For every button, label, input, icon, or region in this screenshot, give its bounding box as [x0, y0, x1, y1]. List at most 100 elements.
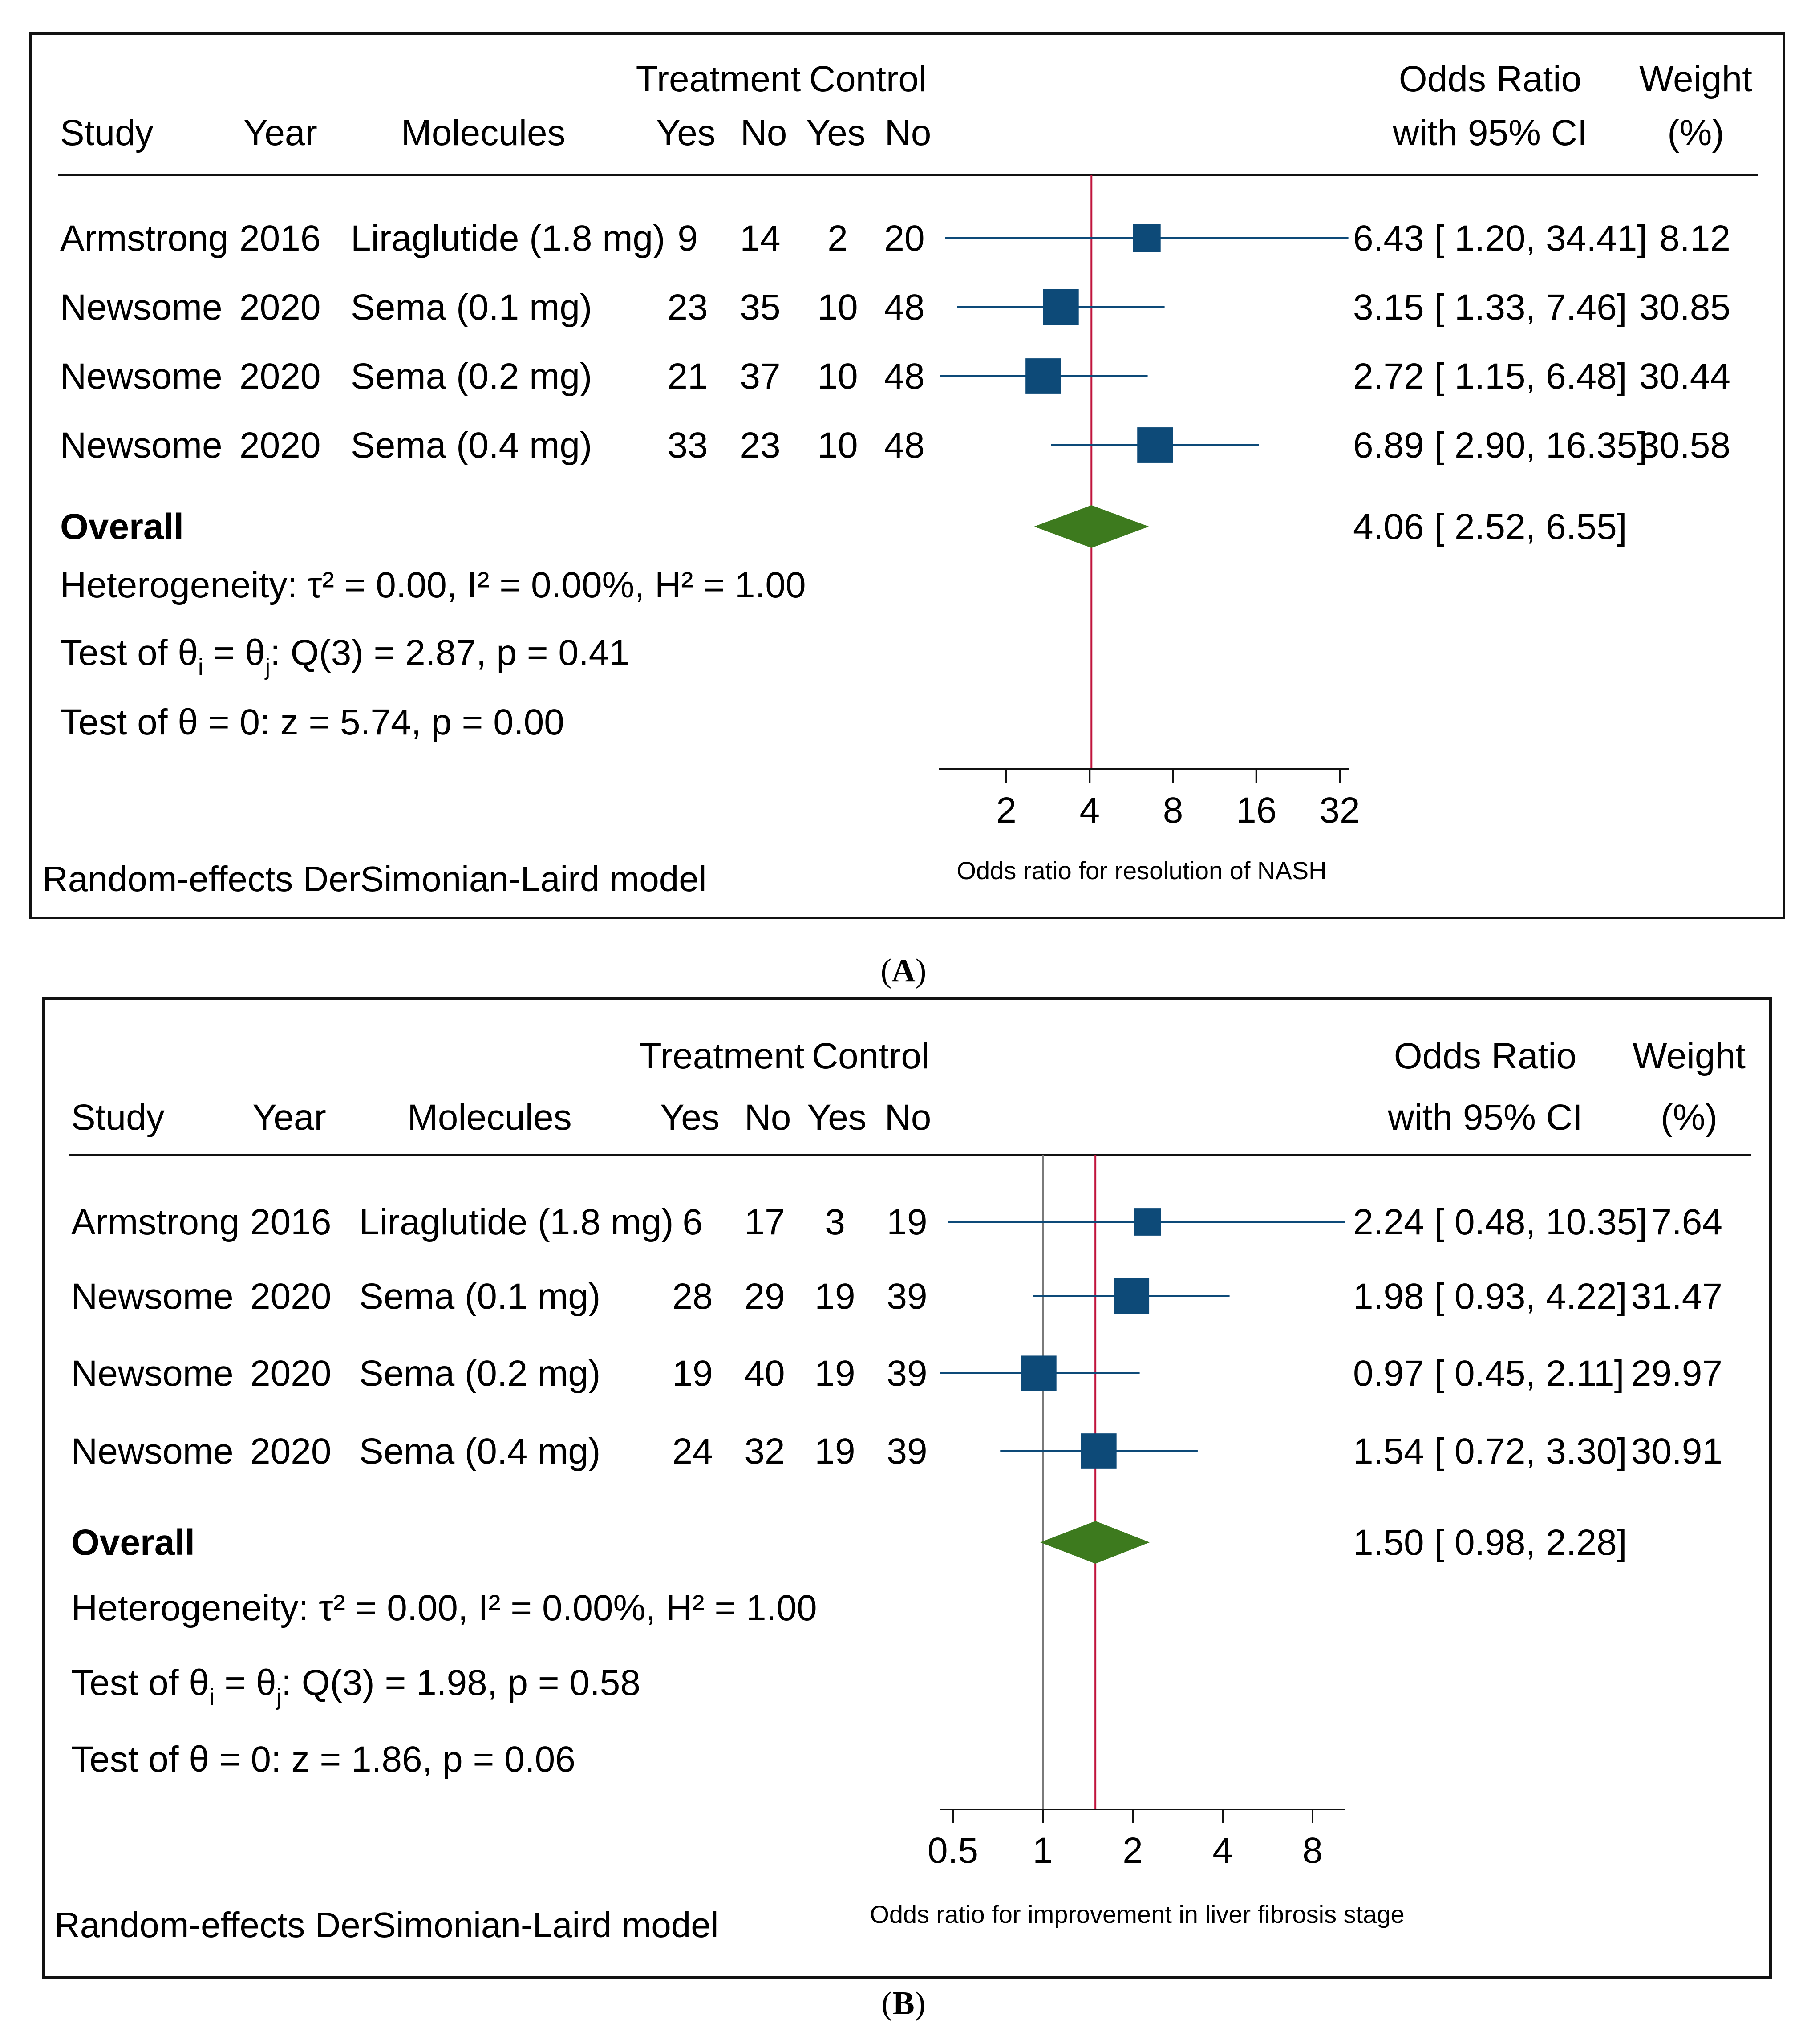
- study-name: Armstrong: [60, 218, 228, 259]
- header-treatment-yes: Yes: [660, 1097, 720, 1138]
- study-molecule: Sema (0.4 mg): [359, 1431, 600, 1472]
- effect-size-marker: [1043, 289, 1079, 325]
- control-yes-count: 10: [817, 287, 858, 328]
- x-axis-tick-label: 4: [1212, 1830, 1233, 1871]
- x-axis-tick-label: 4: [1079, 790, 1100, 831]
- header-year: Year: [252, 1097, 326, 1138]
- study-year: 2016: [250, 1202, 331, 1242]
- header-treatment: Treatment: [640, 1036, 805, 1076]
- header-study: Study: [71, 1097, 165, 1138]
- treatment-no-count: 32: [744, 1431, 785, 1472]
- study-molecule: Sema (0.4 mg): [351, 425, 592, 466]
- overall-label: Overall: [60, 507, 184, 547]
- header-year: Year: [243, 113, 317, 153]
- odds-ratio-ci-text: 2.24 [ 0.48, 10.35]: [1353, 1202, 1647, 1242]
- treatment-yes-count: 9: [677, 218, 698, 259]
- test-q-sub-i: i: [209, 1684, 215, 1710]
- control-yes-count: 2: [827, 218, 848, 259]
- study-weight: 8.12: [1659, 218, 1730, 259]
- study-molecule: Sema (0.2 mg): [359, 1353, 600, 1394]
- x-axis-tick-label: 2: [996, 790, 1017, 831]
- study-row: Newsome 2020 Sema (0.2 mg) 21 37 10 48 2.72 [ 1…: [60, 356, 1730, 397]
- test-overall-effect: Test of θ = 0: z = 1.86, p = 0.06: [71, 1739, 575, 1780]
- odds-ratio-ci-text: 2.72 [ 1.15, 6.48]: [1353, 356, 1627, 397]
- treatment-no-count: 35: [740, 287, 780, 328]
- study-row: Newsome 2020 Sema (0.2 mg) 19 40 19 39 0.97 [ 0…: [71, 1353, 1722, 1394]
- header-treatment: Treatment: [636, 59, 801, 99]
- header-odds-ratio: Odds Ratio: [1399, 59, 1581, 99]
- header-weight-unit: (%): [1667, 113, 1724, 153]
- effect-size-marker: [1114, 1278, 1150, 1314]
- test-q-suffix: : Q(3) = 2.87, p = 0.41: [270, 633, 629, 673]
- study-year: 2020: [239, 287, 320, 328]
- x-axis-label: Odds ratio for resolution of NASH: [956, 856, 1326, 884]
- study-year: 2020: [239, 356, 320, 397]
- test-q-prefix: Test of θ: [71, 1663, 209, 1703]
- test-q-mid: = θ: [203, 633, 265, 673]
- header-treatment-yes: Yes: [656, 113, 716, 153]
- control-yes-count: 10: [817, 425, 858, 466]
- x-axis-tick-label: 8: [1302, 1830, 1323, 1871]
- header-molecules: Molecules: [401, 113, 565, 153]
- header-ci: with 95% CI: [1392, 113, 1588, 153]
- study-row: Armstrong 2016 Liraglutide (1.8 mg) 9 14 2 20 6…: [60, 218, 1730, 259]
- control-yes-count: 10: [817, 356, 858, 397]
- x-axis-tick-label: 8: [1163, 790, 1183, 831]
- treatment-yes-count: 24: [672, 1431, 713, 1472]
- treatment-no-count: 23: [740, 425, 780, 466]
- treatment-no-count: 17: [744, 1202, 785, 1242]
- study-weight: 30.44: [1639, 356, 1730, 397]
- test-equal-effects: Test of θi = θj: Q(3) = 2.87, p = 0.41: [60, 633, 629, 680]
- x-axis-tick-label: 16: [1236, 790, 1276, 831]
- study-weight: 30.85: [1639, 287, 1730, 328]
- control-no-count: 39: [887, 1276, 927, 1317]
- odds-ratio-ci-text: 1.98 [ 0.93, 4.22]: [1353, 1276, 1627, 1317]
- header-control: Control: [809, 59, 927, 99]
- x-axis-tick-label: 2: [1122, 1830, 1143, 1871]
- x-axis-tick-label: 32: [1319, 790, 1360, 831]
- test-equal-effects: Test of θi = θj: Q(3) = 1.98, p = 0.58: [71, 1663, 640, 1710]
- treatment-no-count: 29: [744, 1276, 785, 1317]
- study-name: Newsome: [60, 356, 223, 397]
- treatment-no-count: 40: [744, 1353, 785, 1394]
- study-weight: 29.97: [1631, 1353, 1722, 1394]
- panel-frame: [42, 997, 1772, 1979]
- control-yes-count: 19: [814, 1353, 855, 1394]
- odds-ratio-ci-text: 3.15 [ 1.33, 7.46]: [1353, 287, 1627, 328]
- panel-label: (A): [881, 953, 927, 989]
- panel-b: Treatment Control Odds Ratio Weight Study Yea…: [42, 997, 1772, 2022]
- odds-ratio-ci-text: 6.43 [ 1.20, 34.41]: [1353, 218, 1647, 259]
- test-q-mid: = θ: [215, 1663, 276, 1703]
- study-name: Newsome: [71, 1431, 234, 1472]
- test-q-prefix: Test of θ: [60, 633, 198, 673]
- header-ci: with 95% CI: [1387, 1097, 1583, 1138]
- header-treatment-no: No: [741, 113, 787, 153]
- header-control-yes: Yes: [807, 1097, 867, 1138]
- panel-a: Treatment Control Odds Ratio Weight Study Yea…: [29, 32, 1785, 989]
- study-row: Newsome 2020 Sema (0.4 mg) 33 23 10 48 6.89 [ 2…: [60, 425, 1730, 466]
- study-weight: 30.91: [1631, 1431, 1722, 1472]
- study-name: Armstrong: [71, 1202, 239, 1242]
- test-q-sub-i: i: [198, 654, 203, 680]
- study-molecule: Sema (0.1 mg): [351, 287, 592, 328]
- overall-diamond: [1040, 1521, 1150, 1564]
- header-control-yes: Yes: [806, 113, 866, 153]
- study-name: Newsome: [60, 425, 223, 466]
- study-weight: 31.47: [1631, 1276, 1722, 1317]
- test-q-sub-j: j: [276, 1684, 282, 1710]
- x-axis-tick-label: 1: [1033, 1830, 1053, 1871]
- control-yes-count: 19: [814, 1431, 855, 1472]
- odds-ratio-ci-text: 6.89 [ 2.90, 16.35]: [1353, 425, 1647, 466]
- model-note: Random-effects DerSimonian-Laird model: [54, 1905, 719, 1945]
- header-control: Control: [812, 1036, 929, 1076]
- effect-size-marker: [1021, 1355, 1057, 1391]
- treatment-yes-count: 28: [672, 1276, 713, 1317]
- study-weight: 30.58: [1639, 425, 1730, 466]
- treatment-yes-count: 21: [667, 356, 708, 397]
- effect-size-marker: [1081, 1433, 1117, 1469]
- control-no-count: 48: [884, 287, 924, 328]
- study-row: Newsome 2020 Sema (0.1 mg) 23 35 10 48 3.15 [ 1…: [60, 287, 1730, 328]
- heterogeneity-stats: Heterogeneity: τ² = 0.00, I² = 0.00%, H²…: [60, 565, 806, 605]
- header-weight: Weight: [1633, 1036, 1746, 1076]
